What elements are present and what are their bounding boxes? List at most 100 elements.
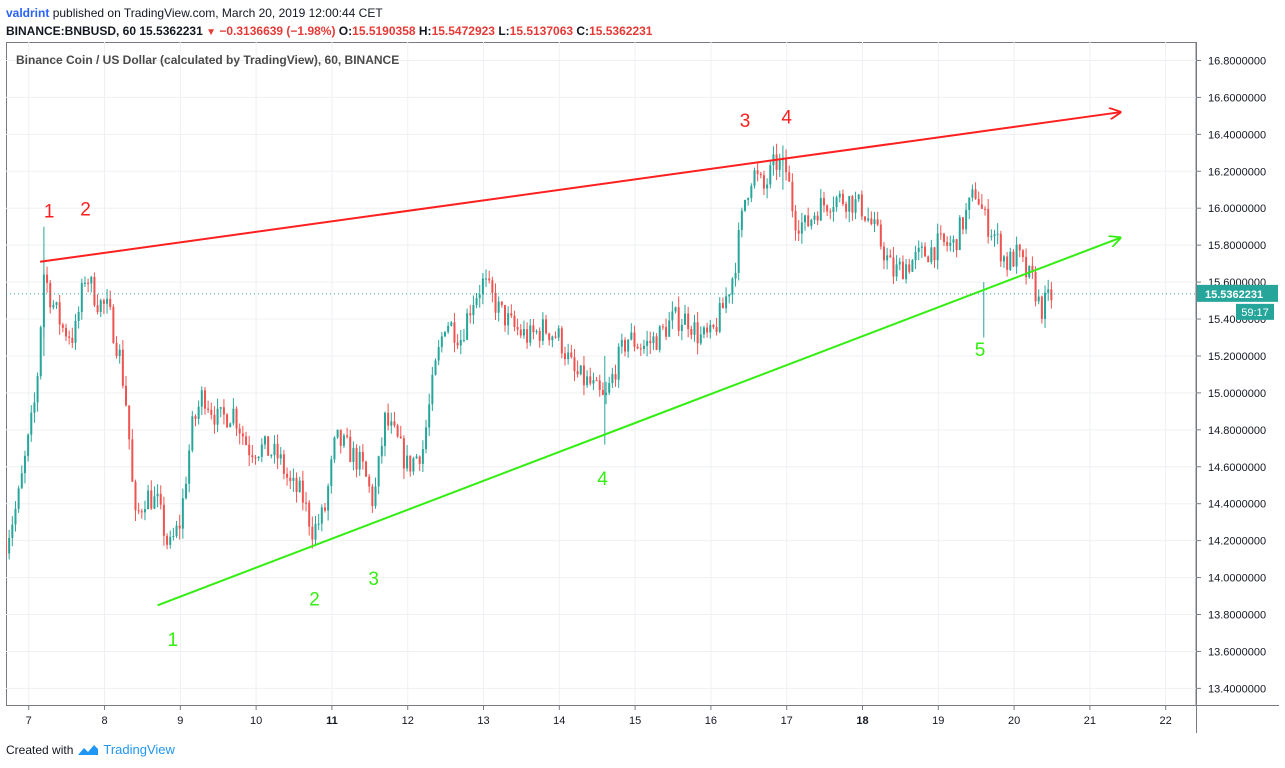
y-tick-label: 14.4000000 bbox=[1208, 499, 1266, 511]
tradingview-brand-link[interactable]: TradingView bbox=[103, 742, 175, 757]
candle-body bbox=[387, 412, 390, 426]
candle-body bbox=[213, 414, 216, 425]
candle-body bbox=[317, 523, 320, 525]
candle-body bbox=[589, 376, 592, 384]
candle-body bbox=[74, 320, 77, 343]
candle-body bbox=[58, 302, 61, 325]
candle-body bbox=[608, 383, 611, 393]
candle-body bbox=[409, 455, 412, 472]
y-tick-label: 15.8000000 bbox=[1208, 240, 1266, 252]
wave-labels: 1 2 3 4 1 2 3 4 5 bbox=[44, 107, 985, 651]
candle-body bbox=[766, 184, 769, 189]
candle-body bbox=[257, 456, 260, 459]
candle-body bbox=[665, 327, 668, 337]
candle-body bbox=[769, 165, 772, 185]
candle-body bbox=[819, 198, 822, 221]
x-tick-label: 19 bbox=[932, 715, 944, 727]
candle-body bbox=[516, 327, 519, 330]
candle-body bbox=[1012, 251, 1015, 267]
candle-body bbox=[586, 376, 589, 386]
candle-body bbox=[273, 443, 276, 456]
x-tick-label: 13 bbox=[477, 715, 489, 727]
candle-body bbox=[421, 449, 424, 464]
candle-body bbox=[93, 276, 96, 306]
candle-body bbox=[200, 390, 203, 407]
candle-body bbox=[775, 154, 778, 170]
candle-body bbox=[917, 247, 920, 253]
candle-body bbox=[829, 211, 832, 213]
plot-frame bbox=[6, 42, 1197, 706]
candle-body bbox=[251, 455, 254, 458]
x-tick-label: 20 bbox=[1008, 715, 1020, 727]
candle-body bbox=[491, 280, 494, 293]
candle-body bbox=[456, 342, 459, 346]
candle-body bbox=[706, 327, 709, 333]
candle-body bbox=[876, 219, 879, 225]
candle-body bbox=[102, 300, 105, 304]
candle-body bbox=[526, 329, 529, 343]
support-trendline[interactable] bbox=[157, 238, 1121, 607]
price-tag bbox=[1197, 284, 1278, 302]
candle-body bbox=[955, 239, 958, 251]
candle-body bbox=[166, 535, 169, 545]
candle-body bbox=[1050, 289, 1053, 301]
candle-body bbox=[624, 340, 627, 352]
candle-body bbox=[450, 322, 453, 326]
candle-body bbox=[181, 498, 184, 529]
candle-body bbox=[1031, 265, 1034, 273]
candle-body bbox=[633, 332, 636, 347]
y-tick-label: 16.0000000 bbox=[1208, 203, 1266, 215]
candle-body bbox=[535, 331, 538, 333]
candle-body bbox=[46, 274, 49, 283]
candle-body bbox=[734, 272, 737, 279]
candle-body bbox=[216, 408, 219, 425]
candle-body bbox=[545, 319, 548, 334]
candle-body bbox=[737, 229, 740, 273]
y-tick-label: 14.2000000 bbox=[1208, 536, 1266, 548]
grid bbox=[6, 42, 1197, 706]
wave-label: 1 bbox=[167, 630, 178, 651]
candle-body bbox=[841, 193, 844, 204]
resistance-trendline[interactable] bbox=[39, 112, 1120, 263]
candle-body bbox=[652, 336, 655, 344]
candle-body bbox=[930, 247, 933, 263]
candle-body bbox=[548, 333, 551, 341]
candle-body bbox=[507, 313, 510, 326]
candle-body bbox=[958, 217, 961, 251]
last-price: 15.5362231 bbox=[139, 24, 203, 38]
candle-body bbox=[428, 404, 431, 428]
x-tick-label: 12 bbox=[402, 715, 414, 727]
candle-body bbox=[961, 217, 964, 230]
tradingview-logo-icon bbox=[78, 744, 99, 755]
candle-body bbox=[800, 222, 803, 234]
candle-body bbox=[503, 305, 506, 326]
wave-label: 4 bbox=[781, 107, 792, 128]
candle-body bbox=[478, 294, 481, 299]
candle-body bbox=[191, 416, 194, 451]
candle-body bbox=[649, 340, 652, 344]
x-tick-label: 8 bbox=[101, 715, 107, 727]
candle-body bbox=[867, 218, 870, 221]
candle-body bbox=[510, 313, 513, 316]
y-tick-label: 14.8000000 bbox=[1208, 425, 1266, 437]
candle-body bbox=[311, 526, 314, 540]
author-link[interactable]: valdrint bbox=[6, 6, 50, 20]
ohlc-legend: BINANCE:BNBUSD, 60 15.5362231 ▼ −0.31366… bbox=[6, 24, 652, 38]
candle-body bbox=[557, 328, 560, 338]
candle-body bbox=[238, 428, 241, 434]
candle-body bbox=[980, 204, 983, 209]
candle-body bbox=[188, 450, 191, 484]
candle-body bbox=[905, 264, 908, 280]
candle-body bbox=[462, 339, 465, 341]
candle-body bbox=[696, 322, 699, 344]
candle-body bbox=[668, 320, 671, 337]
candle-body bbox=[447, 325, 450, 332]
y-tick-label: 16.2000000 bbox=[1208, 166, 1266, 178]
wave-label: 3 bbox=[368, 569, 379, 590]
high-value: 15.5472923 bbox=[431, 24, 495, 38]
candle-body bbox=[920, 246, 923, 248]
candle-body bbox=[567, 352, 570, 360]
candle-body bbox=[418, 456, 421, 464]
